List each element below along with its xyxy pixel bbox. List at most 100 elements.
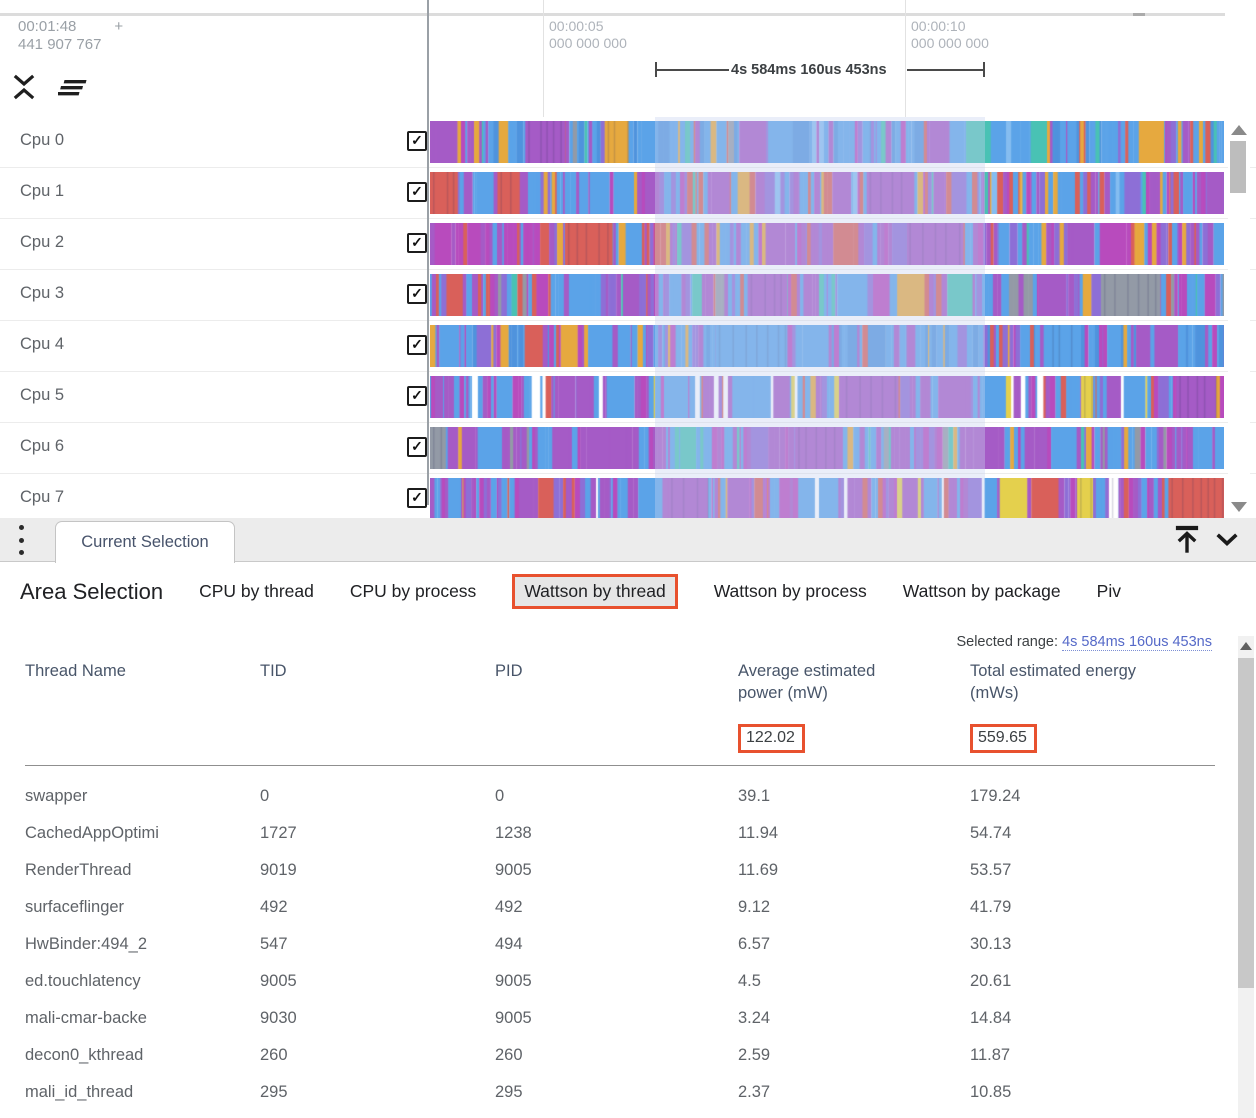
cell-thread-name: HwBinder:494_2 xyxy=(25,935,147,953)
table-row[interactable]: mali_id_thread 295 295 2.37 10.85 xyxy=(25,1074,1220,1111)
table-header-rule xyxy=(25,765,1215,766)
cell-power: 4.5 xyxy=(738,972,761,990)
ruler-tick-5s: 00:00:05 000 000 000 xyxy=(549,18,627,51)
cell-energy: 41.79 xyxy=(970,898,1012,916)
cpu-track-row[interactable]: Cpu 7 ✓ xyxy=(0,474,1256,525)
panel-menu-icon[interactable] xyxy=(18,525,24,555)
cell-energy: 179.24 xyxy=(970,787,1021,805)
table-scroll-up-icon[interactable] xyxy=(1240,642,1252,650)
table-row[interactable]: surfaceflinger 492 492 9.12 41.79 xyxy=(25,889,1220,926)
details-panel-header: Current Selection xyxy=(0,518,1256,563)
collapse-panel-icon[interactable] xyxy=(1214,524,1240,554)
view-tab-wattson-by-thread[interactable]: Wattson by thread xyxy=(512,574,678,609)
cell-tid: 9019 xyxy=(260,861,297,879)
dock-to-top-icon[interactable] xyxy=(1174,524,1200,554)
col-pid[interactable]: PID xyxy=(495,662,523,680)
cpu-track-label: Cpu 4 xyxy=(20,335,65,353)
scroll-up-icon[interactable] xyxy=(1231,125,1247,135)
wattson-table: Thread Name TID PID Average estimated po… xyxy=(25,660,1220,760)
cell-pid: 0 xyxy=(495,787,505,805)
table-row[interactable]: ed.touchlatency 9005 9005 4.5 20.61 xyxy=(25,963,1220,1000)
table-row[interactable]: CachedAppOptimi 1727 1238 11.94 54.74 xyxy=(25,815,1220,852)
view-tab-wattson-by-process[interactable]: Wattson by process xyxy=(713,581,867,601)
cpu-sched-track[interactable] xyxy=(430,427,1224,469)
cpu-track-checkbox[interactable]: ✓ xyxy=(407,386,427,406)
col-total-energy[interactable]: Total estimated energy (mWs) xyxy=(970,662,1137,702)
cpu-track-row[interactable]: Cpu 4 ✓ xyxy=(0,321,1256,372)
cpu-sched-track[interactable] xyxy=(430,223,1224,265)
selected-range-link[interactable]: 4s 584ms 160us 453ns xyxy=(1062,634,1212,651)
cell-tid: 1727 xyxy=(260,824,297,842)
selection-span-measure: 4s 584ms 160us 453ns xyxy=(655,62,985,78)
cell-tid: 492 xyxy=(260,898,288,916)
collapse-tracks-icon[interactable] xyxy=(12,74,36,100)
col-tid[interactable]: TID xyxy=(260,662,287,680)
table-row[interactable]: mali-cmar-backe 9030 9005 3.24 14.84 xyxy=(25,1000,1220,1037)
table-row[interactable]: HwBinder:494_2 547 494 6.57 30.13 xyxy=(25,926,1220,963)
cpu-track-row[interactable]: Cpu 3 ✓ xyxy=(0,270,1256,321)
cpu-sched-track[interactable] xyxy=(430,274,1224,316)
cpu-track-row[interactable]: Cpu 6 ✓ xyxy=(0,423,1256,474)
cell-pid: 494 xyxy=(495,935,523,953)
track-filter-icon[interactable] xyxy=(58,74,88,100)
cpu-track-checkbox[interactable]: ✓ xyxy=(407,233,427,253)
view-tab-wattson-by-package[interactable]: Wattson by package xyxy=(902,581,1061,601)
cell-energy: 20.61 xyxy=(970,972,1012,990)
ruler-tick-10s: 00:00:10 000 000 000 xyxy=(911,18,989,51)
cell-thread-name: mali-cmar-backe xyxy=(25,1009,147,1027)
cpu-track-row[interactable]: Cpu 5 ✓ xyxy=(0,372,1256,423)
cell-thread-name: swapper xyxy=(25,787,88,805)
overview-viewport-marker[interactable] xyxy=(1133,13,1145,16)
track-panel-divider[interactable] xyxy=(427,0,429,505)
table-totals-row: 122.02 559.65 xyxy=(25,724,1220,760)
view-tab-cpu-by-thread[interactable]: CPU by thread xyxy=(199,581,314,601)
cell-power: 3.24 xyxy=(738,1009,771,1027)
cpu-track-label: Cpu 7 xyxy=(20,488,65,506)
table-row[interactable]: decon0_kthread 260 260 2.59 11.87 xyxy=(25,1037,1220,1074)
scroll-down-icon[interactable] xyxy=(1231,502,1247,512)
cell-power: 9.12 xyxy=(738,898,771,916)
cpu-sched-track[interactable] xyxy=(430,478,1224,520)
cpu-track-row[interactable]: Cpu 1 ✓ xyxy=(0,168,1256,219)
cpu-track-checkbox[interactable]: ✓ xyxy=(407,437,427,457)
table-scrollbar[interactable] xyxy=(1238,636,1254,1118)
col-thread-name[interactable]: Thread Name xyxy=(25,662,126,680)
view-tab-cpu-by-process[interactable]: CPU by process xyxy=(349,581,477,601)
cell-energy: 11.87 xyxy=(970,1046,1011,1064)
cell-thread-name: CachedAppOptimi xyxy=(25,824,159,842)
tracks-scrollbar[interactable] xyxy=(1228,117,1250,518)
cell-tid: 9005 xyxy=(260,972,297,990)
cell-thread-name: surfaceflinger xyxy=(25,898,125,916)
table-row[interactable]: swapper 0 0 39.1 179.24 xyxy=(25,778,1220,815)
cell-tid: 295 xyxy=(260,1083,288,1101)
tab-current-selection[interactable]: Current Selection xyxy=(55,521,235,563)
cpu-track-checkbox[interactable]: ✓ xyxy=(407,335,427,355)
cpu-track-row[interactable]: Cpu 2 ✓ xyxy=(0,219,1256,270)
cpu-track-checkbox[interactable]: ✓ xyxy=(407,131,427,151)
cpu-track-checkbox[interactable]: ✓ xyxy=(407,182,427,202)
details-panel-body: Area Selection CPU by thread CPU by proce… xyxy=(0,562,1256,1118)
cpu-sched-track[interactable] xyxy=(430,121,1224,163)
cpu-sched-track[interactable] xyxy=(430,325,1224,367)
overview-timeline[interactable] xyxy=(0,13,1225,16)
cell-energy: 10.85 xyxy=(970,1083,1012,1101)
area-selection-tabs: Area Selection CPU by thread CPU by proce… xyxy=(0,562,1256,609)
selected-range: Selected range: 4s 584ms 160us 453ns xyxy=(956,634,1212,651)
cpu-track-label: Cpu 6 xyxy=(20,437,65,455)
cpu-track-checkbox[interactable]: ✓ xyxy=(407,488,427,508)
cpu-sched-track[interactable] xyxy=(430,376,1224,418)
cpu-track-checkbox[interactable]: ✓ xyxy=(407,284,427,304)
table-scrollbar-thumb[interactable] xyxy=(1238,658,1254,988)
cell-pid: 9005 xyxy=(495,861,532,879)
clock-time: 00:01:48 xyxy=(18,18,77,35)
cell-thread-name: decon0_kthread xyxy=(25,1046,144,1064)
col-avg-power[interactable]: Average estimated power (mW) xyxy=(738,662,876,702)
view-tab-piv[interactable]: Piv xyxy=(1096,581,1121,601)
tracks-scrollbar-thumb[interactable] xyxy=(1230,141,1246,193)
selected-range-label: Selected range: xyxy=(956,634,1059,650)
cpu-track-row[interactable]: Cpu 0 ✓ xyxy=(0,117,1256,168)
cell-power: 11.94 xyxy=(738,824,779,842)
cell-thread-name: RenderThread xyxy=(25,861,132,879)
cpu-sched-track[interactable] xyxy=(430,172,1224,214)
table-row[interactable]: RenderThread 9019 9005 11.69 53.57 xyxy=(25,852,1220,889)
